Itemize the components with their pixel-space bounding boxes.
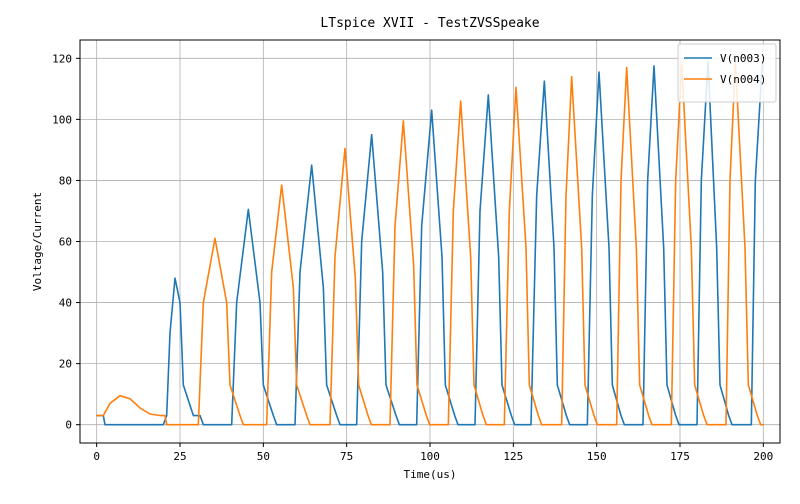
y-tick-label: 120 xyxy=(52,52,72,65)
x-axis-ticks: 0 25 50 75 100 125 150 175 200 xyxy=(93,443,773,463)
x-tick-label: 200 xyxy=(753,450,773,463)
x-tick-label: 25 xyxy=(173,450,186,463)
chart-title: LTspice XVII - TestZVSSpeake xyxy=(320,16,539,31)
x-tick-label: 50 xyxy=(257,450,270,463)
legend: V(n003) V(n004) xyxy=(677,43,777,103)
y-tick-label: 0 xyxy=(65,419,72,432)
x-tick-label: 175 xyxy=(670,450,690,463)
x-tick-label: 0 xyxy=(93,450,100,463)
y-axis-ticks: 0 20 40 60 80 100 120 xyxy=(52,52,80,432)
x-axis-label: Time(us) xyxy=(404,468,457,481)
x-tick-label: 150 xyxy=(587,450,607,463)
series-line-v-n003 xyxy=(95,60,765,426)
series-lines xyxy=(95,60,765,426)
legend-label-v-n003: V(n003) xyxy=(720,52,766,65)
y-tick-label: 80 xyxy=(59,174,72,187)
y-tick-label: 100 xyxy=(52,113,72,126)
y-tick-label: 40 xyxy=(59,297,72,310)
x-tick-label: 125 xyxy=(503,450,523,463)
legend-label-v-n004: V(n004) xyxy=(720,73,766,86)
series-line-v-n004 xyxy=(95,60,765,426)
y-tick-label: 20 xyxy=(59,358,72,371)
x-tick-label: 100 xyxy=(420,450,440,463)
y-tick-label: 60 xyxy=(59,236,72,249)
x-tick-label: 75 xyxy=(340,450,353,463)
y-axis-label: Voltage/Current xyxy=(31,192,44,291)
